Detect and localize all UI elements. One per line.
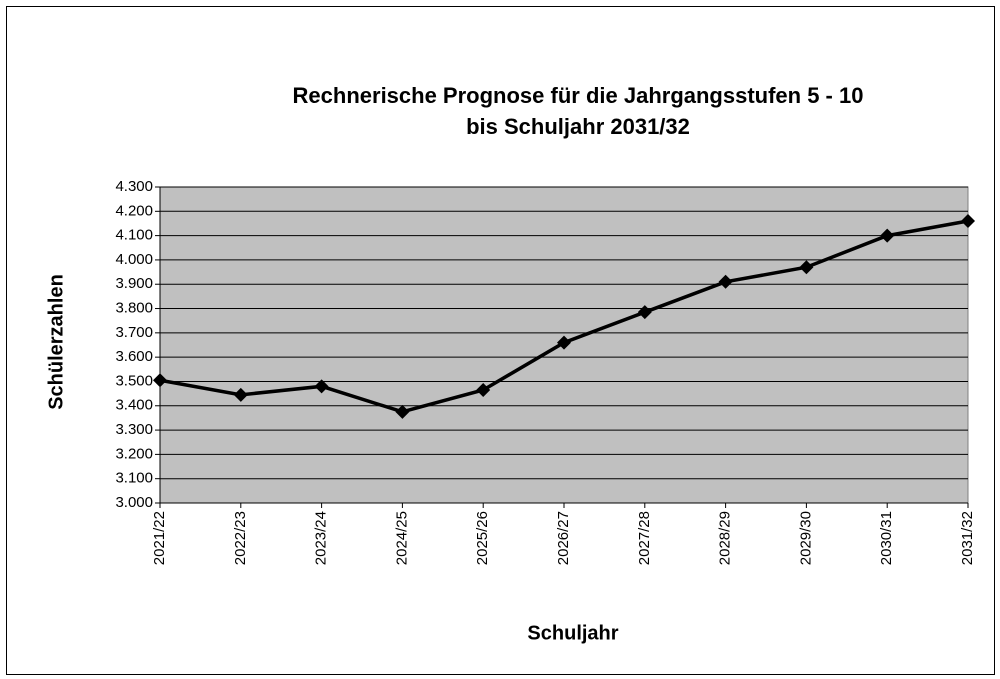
x-tick-label: 2022/23 bbox=[232, 511, 249, 565]
x-tick-label: 2024/25 bbox=[393, 511, 410, 565]
y-tick-label: 3.900 bbox=[115, 275, 153, 292]
marker bbox=[314, 379, 329, 394]
y-tick-label: 3.800 bbox=[115, 300, 153, 317]
marker bbox=[799, 260, 814, 275]
x-tick-label: 2023/24 bbox=[313, 511, 330, 565]
marker bbox=[637, 305, 652, 320]
y-tick-label: 4.200 bbox=[115, 202, 153, 219]
x-tick-label: 2031/32 bbox=[959, 511, 976, 565]
x-tick-label: 2027/28 bbox=[636, 511, 653, 565]
marker bbox=[557, 335, 571, 350]
y-tick-label: 3.000 bbox=[115, 494, 153, 511]
marker bbox=[718, 274, 733, 289]
y-tick-label: 3.200 bbox=[115, 445, 153, 462]
x-tick-label: 2025/26 bbox=[474, 511, 491, 565]
y-tick-label: 4.000 bbox=[115, 251, 153, 268]
marker bbox=[233, 387, 248, 402]
y-tick-label: 3.600 bbox=[115, 348, 153, 365]
marker bbox=[476, 382, 491, 397]
marker bbox=[961, 214, 975, 229]
x-axis-title: Schuljahr bbox=[527, 622, 618, 644]
y-tick-label: 3.400 bbox=[115, 397, 153, 414]
x-tick-label: 2029/30 bbox=[797, 511, 814, 565]
chart-title: bis Schuljahr 2031/32 bbox=[466, 114, 690, 139]
y-tick-label: 3.500 bbox=[115, 372, 153, 389]
marker bbox=[395, 404, 410, 419]
y-axis-title: Schülerzahlen bbox=[45, 274, 67, 410]
x-tick-label: 2021/22 bbox=[151, 511, 168, 565]
y-tick-label: 3.300 bbox=[115, 421, 153, 438]
y-tick-label: 4.300 bbox=[115, 178, 153, 195]
y-tick-label: 4.100 bbox=[115, 227, 153, 244]
x-tick-label: 2026/27 bbox=[555, 511, 572, 565]
y-tick-label: 3.700 bbox=[115, 324, 153, 341]
marker bbox=[880, 228, 895, 243]
y-tick-label: 3.100 bbox=[115, 470, 153, 487]
x-tick-label: 2028/29 bbox=[717, 511, 734, 565]
x-tick-label: 2030/31 bbox=[878, 511, 895, 565]
marker bbox=[153, 373, 167, 388]
chart-title: Rechnerische Prognose für die Jahrgangss… bbox=[293, 83, 864, 108]
